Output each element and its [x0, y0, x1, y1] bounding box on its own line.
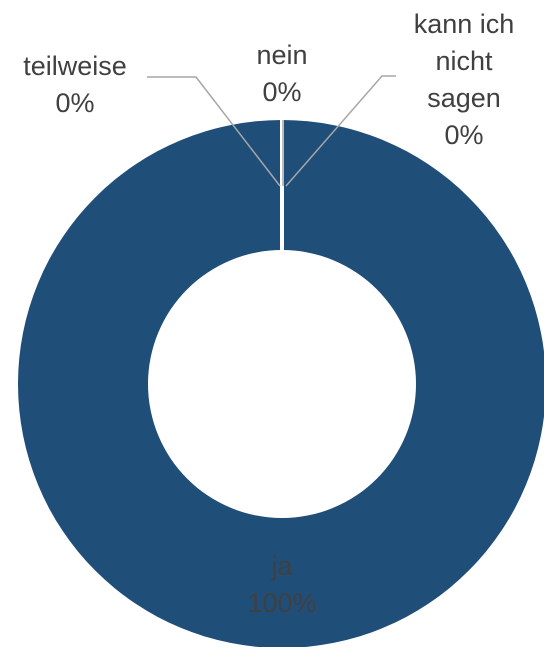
data-label-nein: nein 0%	[256, 40, 307, 107]
data-labels: ja 100%nein 0%kann ich nicht sagen 0%teilweis…	[23, 9, 514, 618]
category-label-nein: nein	[256, 40, 307, 70]
slice-ja	[18, 120, 544, 648]
value-label-kann-ich-nicht-sagen: 0%	[444, 120, 483, 150]
data-label-teilweise: teilweise 0%	[23, 51, 127, 118]
leader-line-kann-ich-nicht-sagen	[285, 75, 396, 187]
category-label-kann-ich-nicht-sagen: sagen	[427, 83, 501, 113]
value-label-ja: 100%	[247, 588, 316, 618]
leader-line-teilweise	[147, 76, 281, 187]
category-label-teilweise: teilweise	[23, 51, 127, 81]
donut-slices	[18, 119, 544, 648]
leader-lines	[147, 75, 396, 187]
category-label-ja: ja	[270, 551, 293, 581]
data-label-kann-ich-nicht-sagen: kann ich nicht sagen 0%	[414, 9, 515, 150]
data-label-ja: ja 100%	[247, 551, 316, 618]
category-label-kann-ich-nicht-sagen: kann ich	[414, 9, 515, 39]
value-label-teilweise: 0%	[55, 88, 94, 118]
value-label-nein: 0%	[262, 77, 301, 107]
category-label-kann-ich-nicht-sagen: nicht	[435, 46, 493, 76]
